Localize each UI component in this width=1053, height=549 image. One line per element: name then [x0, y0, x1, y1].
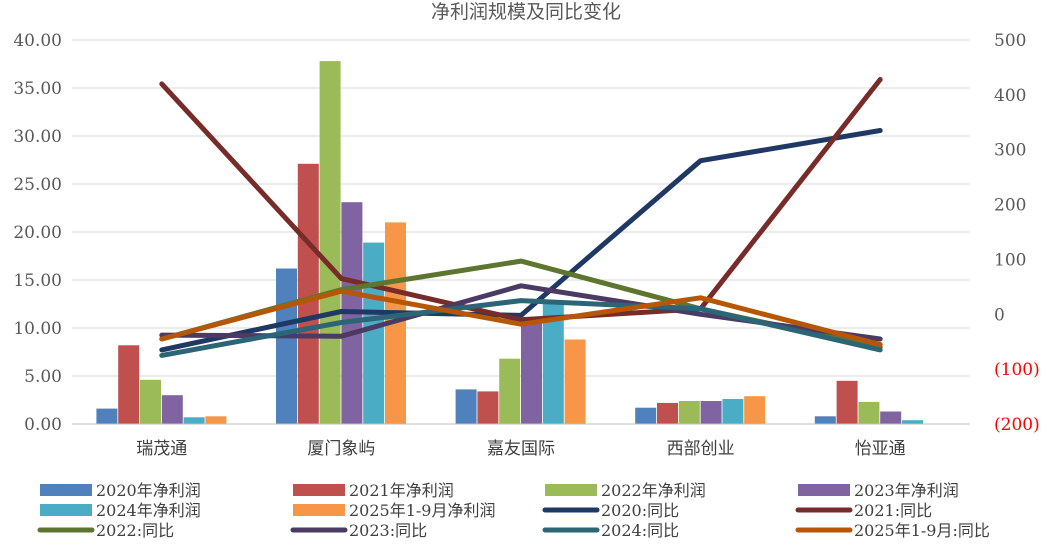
- axes: 0.00 5.00 10.00 15.00 20.00 25.00 30.00 35.00 40…: [13, 31, 1039, 459]
- left-axis-tick-label: 10.00: [13, 319, 62, 339]
- bar: [499, 358, 521, 424]
- legend-label: 2023年净利润: [854, 481, 959, 500]
- bar: [700, 401, 722, 424]
- chart-title: 净利润规模及同比变化: [431, 1, 621, 23]
- bar: [276, 268, 297, 424]
- right-axis-tick-label: 0: [994, 305, 1005, 325]
- series-line: [159, 128, 883, 353]
- bar: [455, 389, 477, 424]
- legend-label: 2024:同比: [601, 521, 679, 540]
- bar: [744, 396, 766, 424]
- left-axis-tick-label: 5.00: [24, 367, 62, 387]
- category-label: 嘉友国际: [487, 439, 555, 459]
- legend-label: 2025年1-9月:同比: [854, 521, 990, 540]
- legend-swatch: [40, 484, 92, 496]
- bar: [205, 416, 227, 424]
- series-line: [159, 77, 883, 323]
- bar: [183, 417, 205, 424]
- right-axis-tick-label: 300: [994, 141, 1026, 161]
- legend-label: 2022年净利润: [601, 481, 706, 500]
- legend-label: 2023:同比: [349, 521, 427, 540]
- bar: [814, 416, 836, 424]
- gridlines: [72, 39, 970, 377]
- left-axis-tick-label: 15.00: [13, 271, 62, 291]
- legend-label: 2025年1-9月净利润: [349, 501, 496, 520]
- legend-swatch: [293, 484, 345, 496]
- category-label: 西部创业: [667, 439, 735, 459]
- left-axis-tick-label: 0.00: [24, 415, 62, 435]
- bar: [118, 345, 140, 424]
- left-axis-tick-label: 20.00: [13, 223, 62, 243]
- series-line: [159, 288, 883, 347]
- category-label: 怡亚通: [855, 439, 906, 459]
- legend-swatch: [798, 484, 850, 496]
- legend-label: 2024年净利润: [96, 501, 201, 520]
- legend-swatch: [40, 504, 92, 516]
- bar: [678, 401, 700, 424]
- bar: [836, 380, 858, 424]
- legend-label: 2022:同比: [96, 521, 174, 540]
- series-line: [159, 298, 883, 358]
- left-axis-tick-label: 40.00: [13, 31, 62, 51]
- legend-label: 2020年净利润: [96, 481, 201, 500]
- legend-label: 2020:同比: [601, 501, 679, 520]
- legend-swatch: [545, 484, 597, 496]
- bar-series-group: [96, 61, 945, 425]
- bar: [319, 61, 341, 424]
- category-label: 厦门象屿: [307, 439, 375, 459]
- right-axis-tick-label: 200: [994, 196, 1026, 216]
- bar: [880, 411, 902, 424]
- bar: [902, 420, 923, 424]
- right-axis-tick-label: (200): [994, 415, 1040, 435]
- legend-label: 2021:同比: [854, 501, 932, 520]
- legend: 2020年净利润 2021年净利润 2022年净利润 2023年净利润 2024年净利润…: [37, 481, 990, 540]
- right-axis-tick-label: 100: [994, 250, 1026, 270]
- right-axis-tick-label: (100): [994, 360, 1040, 380]
- bar: [542, 302, 564, 424]
- bar: [657, 402, 678, 424]
- bar: [140, 379, 161, 424]
- bar: [96, 408, 118, 424]
- bar: [858, 401, 880, 424]
- bar: [722, 399, 744, 424]
- right-axis-tick-label: 500: [994, 31, 1026, 51]
- left-axis-tick-label: 30.00: [13, 127, 62, 147]
- bar: [564, 339, 586, 424]
- left-axis-tick-label: 35.00: [13, 79, 62, 99]
- bar: [363, 242, 385, 424]
- left-axis-tick-label: 25.00: [13, 175, 62, 195]
- line-series-group: [159, 77, 883, 358]
- legend-swatch: [293, 504, 345, 516]
- legend-label: 2021年净利润: [349, 481, 454, 500]
- bar: [635, 407, 657, 424]
- bar: [521, 318, 542, 424]
- bar: [161, 395, 183, 424]
- right-axis-tick-label: 400: [994, 86, 1026, 106]
- bar: [297, 163, 319, 425]
- category-label: 瑞茂通: [136, 439, 187, 459]
- bar: [477, 391, 499, 424]
